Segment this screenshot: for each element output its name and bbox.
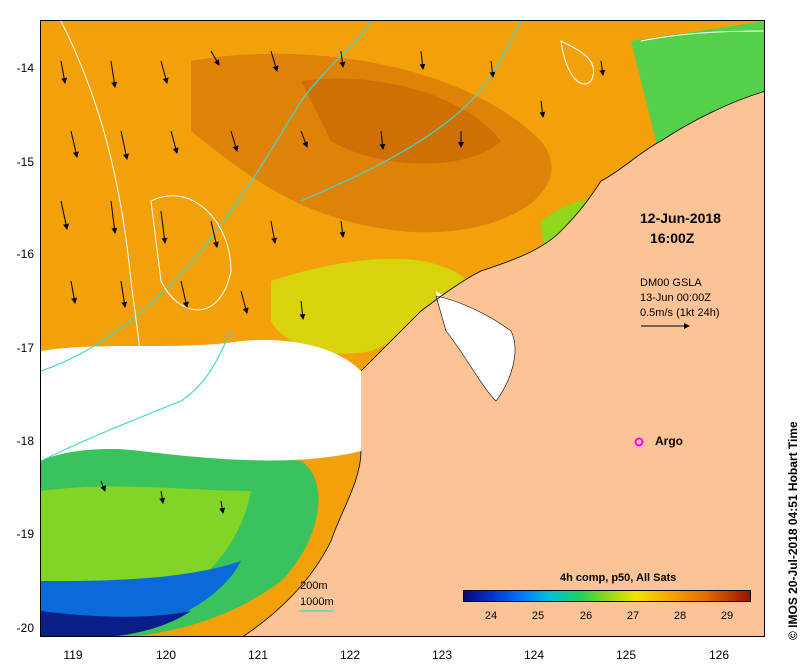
gsla-scale: 0.5m/s (1kt 24h) xyxy=(640,307,720,319)
contour-200m-loop xyxy=(150,195,232,311)
y-tick-label: -18 xyxy=(16,434,34,448)
contour-200m-ne xyxy=(640,30,764,42)
sst-colorbar xyxy=(463,590,751,602)
x-tick-label: 123 xyxy=(431,648,453,662)
observation-datetime: 12-Jun-2018 16:00Z xyxy=(640,208,721,248)
contour-200m-ne-loop xyxy=(560,40,595,85)
y-tick-label: -15 xyxy=(16,155,34,169)
colorbar-tick: 26 xyxy=(579,610,593,622)
sst-map-graphic xyxy=(41,21,764,636)
depth-200m-label: 200m xyxy=(300,580,328,592)
y-tick-label: -20 xyxy=(16,621,34,635)
colorbar-tick: 24 xyxy=(484,610,498,622)
y-tick-label: -16 xyxy=(16,247,34,261)
colorbar-tick: 29 xyxy=(720,610,734,622)
coldest-water xyxy=(41,611,191,636)
coastline-north xyxy=(600,91,764,182)
coastline-pilbara xyxy=(243,450,362,636)
observation-date: 12-Jun-2018 xyxy=(640,210,721,226)
colorbar-tick: 27 xyxy=(626,610,640,622)
gsla-title: DM00 GSLA xyxy=(640,277,702,289)
x-tick-label: 122 xyxy=(339,648,361,662)
contour-1000m-north xyxy=(41,21,372,372)
ocean-hotter-core xyxy=(301,78,501,164)
colorbar-tick: 28 xyxy=(673,610,687,622)
x-tick-label: 125 xyxy=(615,648,637,662)
coastline-west xyxy=(360,270,482,372)
y-tick-label: -17 xyxy=(16,341,34,355)
argo-float-marker[interactable] xyxy=(634,437,644,447)
gsla-info: DM00 GSLA 13-Jun 00:00Z 0.5m/s (1kt 24h) xyxy=(640,276,719,321)
y-tick-label: -14 xyxy=(16,61,34,75)
x-tick-label: 126 xyxy=(708,648,730,662)
colorbar-title: 4h comp, p50, All Sats xyxy=(560,572,677,584)
copyright-notice: © IMOS 20-Jul-2018 04:51 Hobart Time xyxy=(786,421,800,640)
gsla-time: 13-Jun 00:00Z xyxy=(640,292,711,304)
current-vectors xyxy=(60,50,606,514)
colorbar-tick: 25 xyxy=(531,610,545,622)
depth-1000m-label: 1000m xyxy=(300,596,334,608)
observation-time: 16:00Z xyxy=(650,230,695,246)
y-tick-label: -19 xyxy=(16,527,34,541)
x-tick-label: 119 xyxy=(63,648,83,662)
x-tick-label: 120 xyxy=(155,648,177,662)
cloud-no-data xyxy=(41,340,361,461)
x-tick-label: 124 xyxy=(523,648,545,662)
contour-1000m-south xyxy=(41,330,232,462)
argo-label: Argo xyxy=(655,434,683,448)
green-patch-north xyxy=(631,21,764,161)
contour-1000m-east xyxy=(300,21,522,202)
x-tick-label: 121 xyxy=(247,648,269,662)
coastline-kimberley xyxy=(480,180,602,272)
bay-no-data xyxy=(435,295,516,402)
sst-map-panel xyxy=(40,20,765,637)
contour-200m-west xyxy=(60,21,142,372)
transition-band xyxy=(271,258,472,354)
